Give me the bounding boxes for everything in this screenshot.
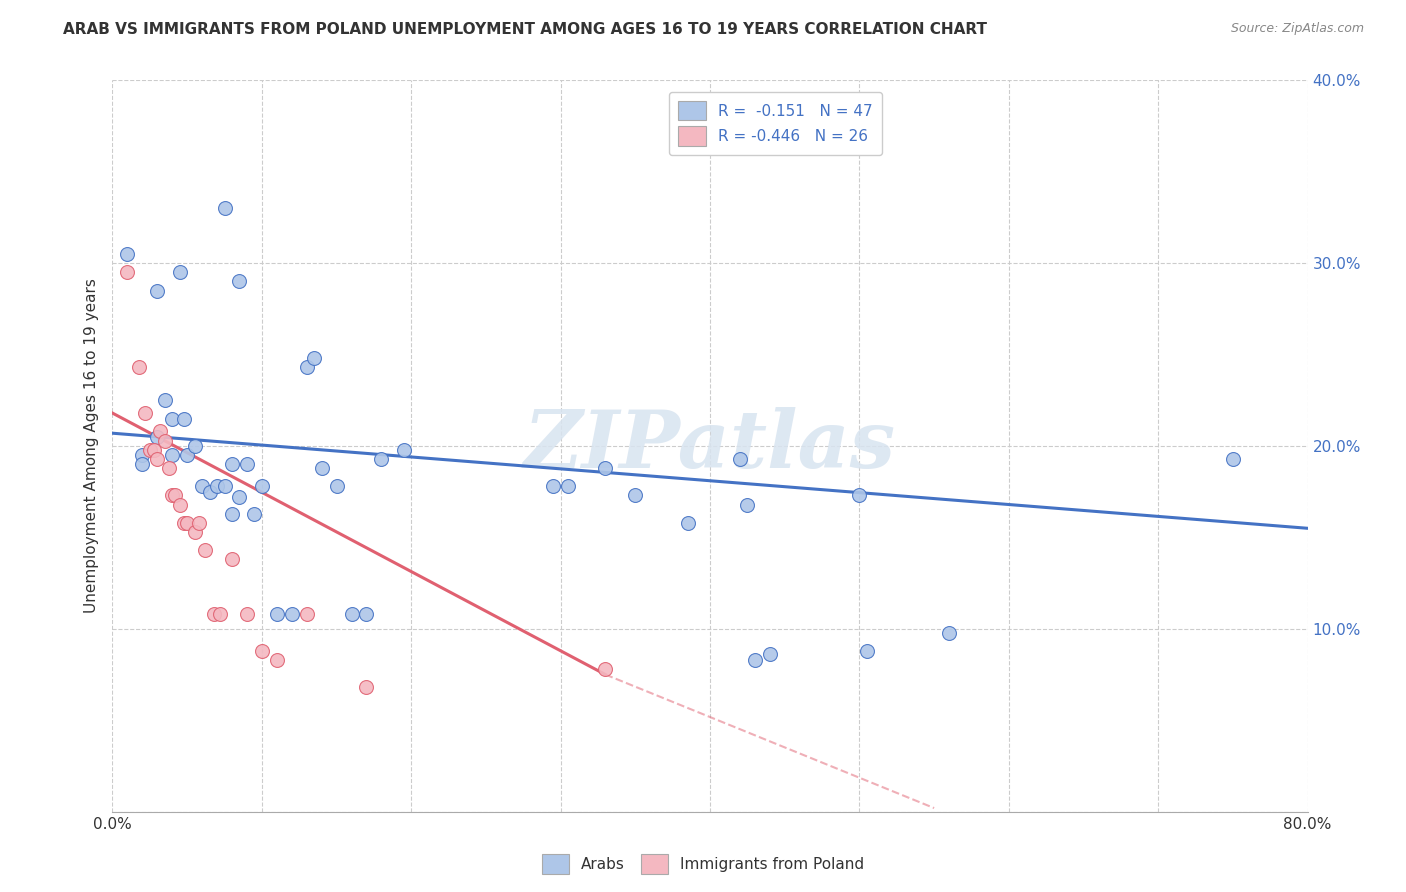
Point: [169, 498, 191, 512]
Point: [202, 607, 225, 622]
Point: [169, 265, 191, 279]
Point: [236, 607, 259, 622]
Point: [176, 448, 198, 462]
Point: [356, 681, 378, 695]
Point: [214, 479, 236, 493]
Point: [162, 411, 183, 425]
Point: [165, 488, 187, 502]
Point: [221, 552, 243, 566]
Point: [162, 488, 183, 502]
Point: [557, 479, 579, 493]
Point: [221, 457, 243, 471]
Point: [744, 653, 766, 667]
Point: [183, 439, 205, 453]
Point: [311, 461, 333, 475]
Point: [228, 490, 250, 504]
Y-axis label: Unemployment Among Ages 16 to 19 years: Unemployment Among Ages 16 to 19 years: [83, 278, 98, 614]
Point: [214, 201, 236, 215]
Point: [243, 507, 266, 521]
Point: [117, 265, 139, 279]
Point: [266, 653, 288, 667]
Point: [194, 543, 217, 558]
Point: [266, 607, 288, 622]
Point: [173, 516, 195, 530]
Point: [146, 451, 169, 466]
Point: [139, 442, 162, 457]
Point: [676, 516, 699, 530]
Point: [131, 457, 153, 471]
Point: [198, 484, 221, 499]
Point: [250, 644, 273, 658]
Point: [295, 607, 318, 622]
Point: [370, 451, 392, 466]
Point: [188, 516, 211, 530]
Point: [146, 284, 169, 298]
Point: [117, 247, 139, 261]
Point: [595, 461, 617, 475]
Point: [356, 607, 378, 622]
Text: Source: ZipAtlas.com: Source: ZipAtlas.com: [1230, 22, 1364, 36]
Point: [143, 442, 166, 457]
Point: [340, 607, 363, 622]
Point: [624, 488, 647, 502]
Point: [737, 498, 759, 512]
Point: [848, 488, 870, 502]
Point: [134, 406, 156, 420]
Point: [153, 393, 176, 408]
Point: [191, 479, 214, 493]
Point: [176, 516, 198, 530]
Point: [209, 607, 232, 622]
Point: [131, 448, 153, 462]
Point: [250, 479, 273, 493]
Point: [221, 507, 243, 521]
Point: [236, 457, 259, 471]
Point: [128, 360, 150, 375]
Point: [759, 648, 782, 662]
Point: [281, 607, 304, 622]
Text: ZIPatlas: ZIPatlas: [524, 408, 896, 484]
Point: [205, 479, 228, 493]
Point: [173, 411, 195, 425]
Point: [302, 351, 325, 366]
Point: [1222, 451, 1244, 466]
Point: [295, 360, 318, 375]
Point: [595, 662, 617, 676]
Point: [157, 461, 180, 475]
Text: ARAB VS IMMIGRANTS FROM POLAND UNEMPLOYMENT AMONG AGES 16 TO 19 YEARS CORRELATIO: ARAB VS IMMIGRANTS FROM POLAND UNEMPLOYM…: [63, 22, 987, 37]
Point: [856, 644, 879, 658]
Point: [162, 448, 183, 462]
Legend: R =  -0.151   N = 47, R = -0.446   N = 26: R = -0.151 N = 47, R = -0.446 N = 26: [669, 92, 882, 155]
Point: [183, 524, 205, 539]
Point: [146, 430, 169, 444]
Point: [153, 434, 176, 448]
Point: [541, 479, 564, 493]
Point: [228, 275, 250, 289]
Point: [392, 442, 415, 457]
Legend: Arabs, Immigrants from Poland: Arabs, Immigrants from Poland: [536, 848, 870, 880]
Point: [938, 625, 960, 640]
Point: [149, 425, 172, 439]
Point: [728, 451, 751, 466]
Point: [325, 479, 347, 493]
